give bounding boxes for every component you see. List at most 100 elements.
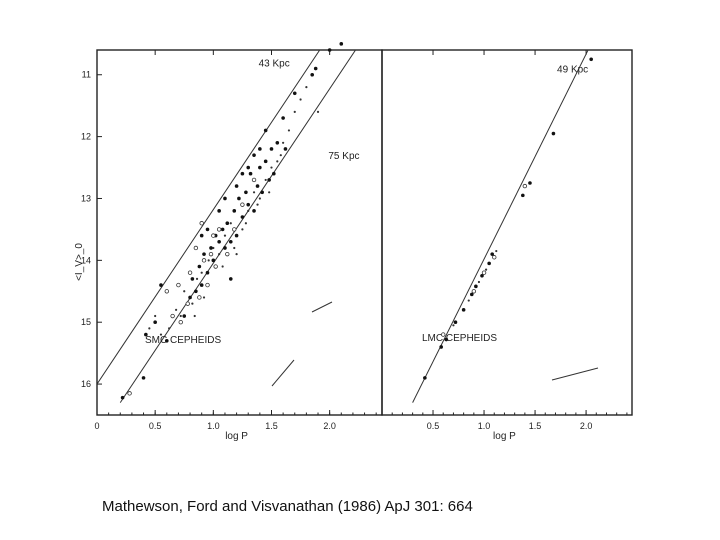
data-point — [211, 258, 216, 263]
plot-frame — [96, 49, 383, 416]
data-point-open — [197, 295, 202, 300]
data-point — [120, 395, 125, 400]
distance-line-label: 75 Kpc — [328, 151, 359, 162]
y-tick-label: 12 — [81, 132, 91, 142]
data-point — [490, 252, 495, 256]
x-tick-label: 2.0 — [580, 421, 593, 431]
data-point — [255, 184, 260, 188]
leader-line-43 — [271, 359, 295, 387]
data-point-small — [191, 302, 194, 305]
data-point — [197, 264, 202, 269]
data-point-small — [293, 110, 296, 113]
data-point-open — [178, 320, 183, 325]
data-point — [480, 274, 484, 278]
data-point-small — [168, 327, 171, 330]
data-point — [205, 270, 210, 275]
data-point — [237, 196, 241, 201]
data-point — [252, 209, 256, 213]
x-tick-label: 1.0 — [207, 421, 220, 431]
data-point — [188, 295, 192, 300]
data-point-small — [495, 249, 498, 253]
data-point-open — [225, 251, 230, 257]
data-point-small — [244, 222, 247, 225]
data-point — [246, 165, 251, 170]
y-axis-label: <I_V>_0 — [74, 243, 85, 281]
data-point — [217, 239, 221, 244]
data-point-small — [316, 110, 320, 113]
data-point-small — [212, 246, 215, 250]
data-point-open — [187, 270, 193, 275]
data-point — [551, 131, 556, 136]
data-point-small — [258, 197, 261, 200]
data-point-open — [199, 221, 204, 226]
data-point — [244, 190, 248, 195]
y-tick-label: 14 — [81, 255, 91, 265]
data-point-small — [484, 268, 488, 271]
data-point — [258, 147, 262, 151]
data-point-open — [216, 227, 222, 232]
data-point — [267, 178, 271, 182]
data-point-open — [211, 233, 216, 238]
data-point — [199, 233, 204, 238]
data-point-small — [159, 333, 163, 336]
x-tick-label: 2.0 — [323, 421, 336, 431]
data-point — [589, 57, 593, 62]
data-point — [453, 320, 458, 325]
data-point-small — [299, 98, 302, 101]
data-point-small — [241, 228, 244, 231]
data-point-small — [270, 166, 273, 169]
distance-line — [97, 50, 321, 385]
data-point — [223, 246, 227, 250]
data-point-open — [176, 282, 181, 288]
data-point — [263, 128, 268, 133]
figure-caption: Mathewson, Ford and Visvanathan (1986) A… — [102, 498, 473, 515]
data-point — [310, 72, 315, 77]
data-point-open — [164, 289, 169, 294]
data-point-small — [175, 308, 178, 311]
data-point — [182, 314, 187, 318]
x-tick-label: 1.5 — [529, 421, 542, 431]
data-point-open — [441, 332, 446, 337]
data-point-small — [264, 178, 267, 182]
y-tick-label: 16 — [81, 379, 91, 389]
data-point-open — [492, 255, 497, 260]
data-point-small — [452, 324, 455, 327]
data-point-small — [276, 160, 279, 163]
x-tick-label: 0 — [94, 421, 99, 431]
data-point — [444, 337, 449, 342]
data-point-small — [154, 314, 157, 318]
distance-line — [412, 50, 589, 403]
data-point-open — [127, 391, 132, 396]
y-tick-label: 11 — [82, 70, 91, 80]
data-point-small — [148, 327, 151, 330]
data-point — [190, 277, 195, 281]
data-point-small — [467, 299, 470, 302]
data-point-small — [282, 141, 285, 144]
data-point-small — [218, 253, 221, 256]
data-point-small — [477, 280, 481, 284]
data-point-small — [221, 265, 224, 268]
data-point — [202, 252, 206, 256]
y-tick-label: 13 — [81, 193, 91, 203]
data-point-open — [471, 289, 477, 294]
data-point — [164, 338, 169, 343]
data-point — [248, 171, 253, 176]
data-point-small — [305, 86, 308, 89]
data-point-small — [287, 129, 291, 132]
data-point — [423, 376, 427, 380]
data-point-open — [481, 270, 487, 275]
distance-line-label: 43 Kpc — [259, 58, 290, 69]
data-point — [205, 227, 210, 232]
data-point-open — [170, 313, 175, 319]
data-point — [339, 42, 344, 46]
data-point — [292, 91, 297, 96]
data-point — [283, 147, 288, 151]
data-point-open — [251, 177, 257, 183]
data-point — [199, 283, 204, 287]
data-point-open — [232, 227, 237, 232]
data-point — [217, 209, 221, 213]
data-point — [252, 153, 256, 157]
panel-annotation: SMC CEPHEIDS — [145, 335, 221, 346]
data-point-small — [247, 209, 250, 212]
data-point-small — [279, 154, 282, 157]
